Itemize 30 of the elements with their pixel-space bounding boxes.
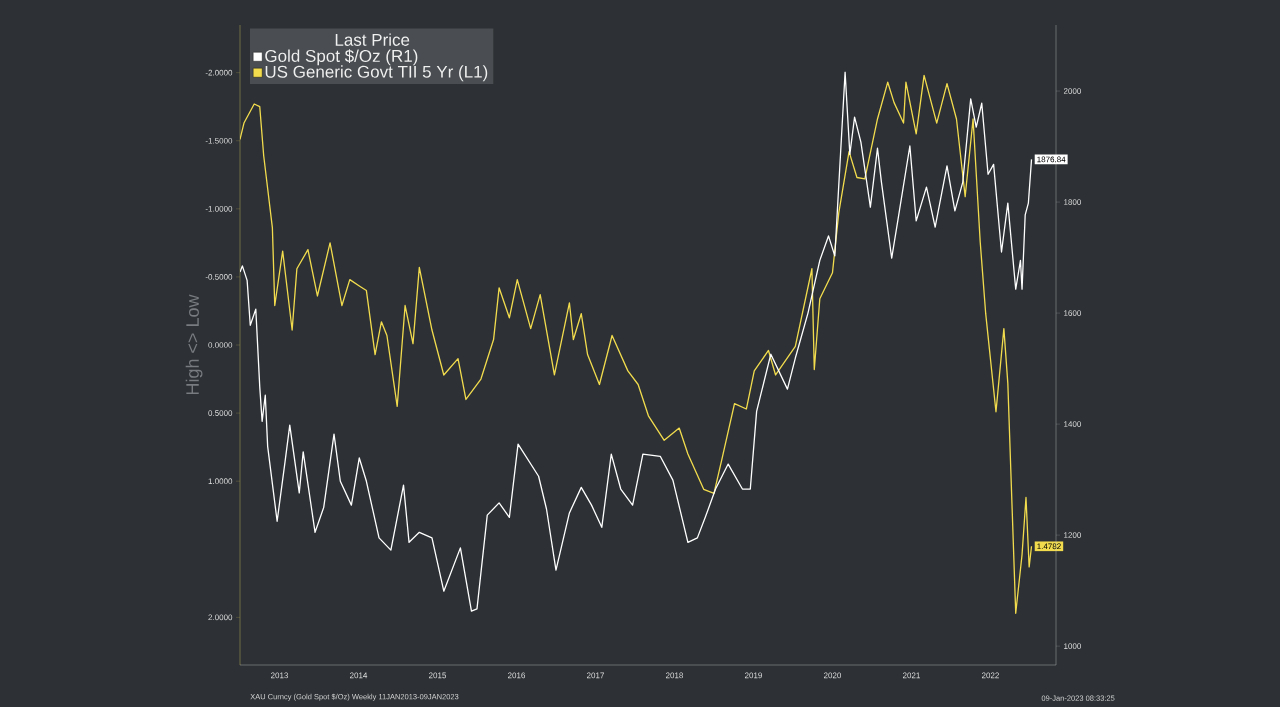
y-tick-label: -2.0000	[205, 69, 233, 76]
y-tick-label: -1.0000	[205, 206, 233, 212]
legend-label: Gold Spot $/Oz (R1)	[265, 49, 418, 66]
x-tick-label: 2017	[586, 672, 604, 679]
x-tick-label: 2014	[350, 672, 368, 679]
y-tick-label: 2.0000	[208, 614, 233, 621]
legend-title: Last Price	[335, 33, 410, 46]
y2-tick-label: 1800	[1064, 199, 1081, 205]
y-tick-label: 1.0000	[208, 478, 233, 485]
x-tick-label: 2018	[665, 672, 684, 679]
x-tick-label: 2020	[823, 672, 842, 679]
y2-tick-label: 1200	[1064, 532, 1081, 538]
y-axis-title: High <> Low	[185, 294, 203, 395]
x-tick-label: 2016	[507, 672, 526, 679]
x-tick-label: 2013	[271, 672, 289, 679]
x-tick-label: 2022	[981, 672, 999, 679]
y-tick-label: -1.5000	[205, 137, 233, 144]
y2-tick-label: 1600	[1064, 310, 1081, 316]
y2-tick-label: 1000	[1064, 643, 1081, 649]
y-tick-label: -0.5000	[205, 274, 233, 280]
y-tick-label: 0.5000	[208, 410, 233, 416]
x-tick-label: 2019	[744, 672, 762, 679]
data-label: 1.4782	[1037, 543, 1061, 550]
x-tick-label: 2021	[902, 672, 920, 679]
data-label: 1876.84	[1037, 156, 1066, 163]
y2-tick-label: 2000	[1063, 88, 1081, 94]
legend-label: US Generic Govt TII 5 Yr (L1)	[265, 65, 488, 82]
y2-tick-label: 1400	[1064, 421, 1081, 427]
x-tick-label: 2015	[429, 672, 447, 679]
y-tick-label: 0.0000	[208, 342, 233, 348]
